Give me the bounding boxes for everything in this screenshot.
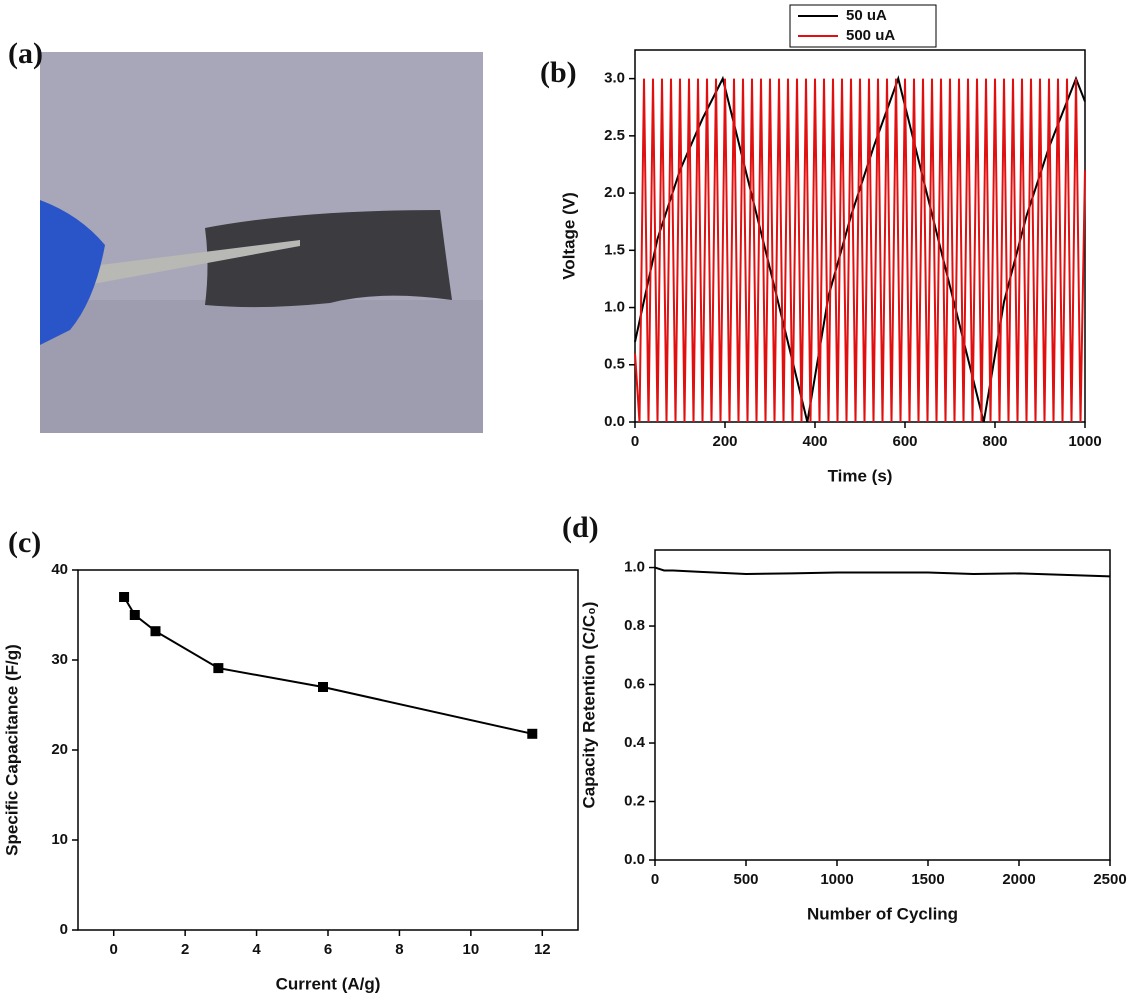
legend-box: [789, 4, 937, 48]
x-tick-label: 1500: [911, 871, 944, 888]
x-tick-label: 2000: [1002, 871, 1035, 888]
data-marker: [129, 610, 140, 620]
y-tick-label: 20: [51, 741, 68, 758]
x-tick-label: 500: [733, 871, 758, 888]
y-tick-label: 1.5: [604, 241, 625, 258]
y-tick-label: 0.8: [624, 617, 645, 634]
x-tick-label: 400: [802, 433, 827, 450]
y-tick-label: 1.0: [604, 299, 625, 316]
x-tick-label: 1000: [820, 871, 853, 888]
x-tick-label: 1000: [1068, 433, 1101, 450]
x-tick-label: 10: [463, 941, 480, 958]
x-axis-label: Current (A/g): [276, 974, 381, 993]
y-tick-label: 30: [51, 651, 68, 668]
y-axis-label: Capacity Retention (C/C₀): [579, 602, 598, 809]
panel-label: (b): [540, 56, 577, 89]
y-tick-label: 10: [51, 831, 68, 848]
legend-label: 500 uA: [846, 27, 895, 44]
x-tick-label: 12: [534, 941, 551, 958]
data-line: [634, 78, 1086, 423]
x-tick-label: 200: [712, 433, 737, 450]
data-marker: [213, 663, 224, 674]
data-marker: [119, 592, 130, 602]
glove: [40, 200, 105, 345]
y-tick-label: 2.0: [604, 184, 625, 201]
panel-label: (c): [8, 526, 41, 559]
panel-label: (d): [562, 511, 599, 544]
x-tick-label: 6: [324, 941, 332, 958]
y-tick-label: 0.4: [624, 734, 646, 751]
panel-label: (a): [8, 37, 43, 70]
x-axis-label: Number of Cycling: [807, 904, 958, 923]
carbon-sheet: [205, 210, 452, 308]
x-tick-label: 2: [181, 941, 189, 958]
data-marker: [527, 728, 538, 739]
y-axis-label: Voltage (V): [559, 192, 578, 280]
x-tick-label: 8: [395, 941, 403, 958]
y-tick-label: 2.5: [604, 127, 625, 144]
legend-label: 50 uA: [846, 7, 887, 24]
data-marker: [318, 682, 328, 692]
x-tick-label: 0: [631, 433, 639, 450]
tweezers: [60, 240, 300, 290]
x-tick-label: 0: [651, 871, 659, 888]
x-axis-label: Time (s): [828, 466, 893, 485]
y-tick-label: 0.0: [624, 851, 645, 868]
y-tick-label: 0.6: [624, 675, 645, 692]
x-tick-label: 0: [110, 941, 118, 958]
y-tick-label: 0.5: [604, 356, 625, 373]
photo: [40, 52, 483, 433]
y-axis-label: Specific Capacitance (F/g): [2, 644, 21, 856]
plot-frame: [634, 49, 1086, 423]
x-tick-label: 800: [982, 433, 1007, 450]
data-marker: [150, 626, 161, 637]
y-tick-label: 0.2: [624, 792, 645, 809]
plot-frame: [654, 549, 1111, 861]
y-tick-label: 3.0: [604, 70, 625, 87]
y-tick-label: 1.0: [624, 559, 645, 576]
data-line: [123, 596, 533, 735]
y-tick-label: 0.0: [604, 413, 625, 430]
y-tick-label: 40: [51, 561, 68, 578]
y-tick-label: 0: [60, 921, 68, 938]
x-tick-label: 600: [892, 433, 917, 450]
photo-table: [40, 300, 483, 433]
data-line: [654, 566, 1111, 578]
x-tick-label: 2500: [1093, 871, 1126, 888]
plot-frame: [77, 569, 579, 931]
x-tick-label: 4: [252, 941, 261, 958]
